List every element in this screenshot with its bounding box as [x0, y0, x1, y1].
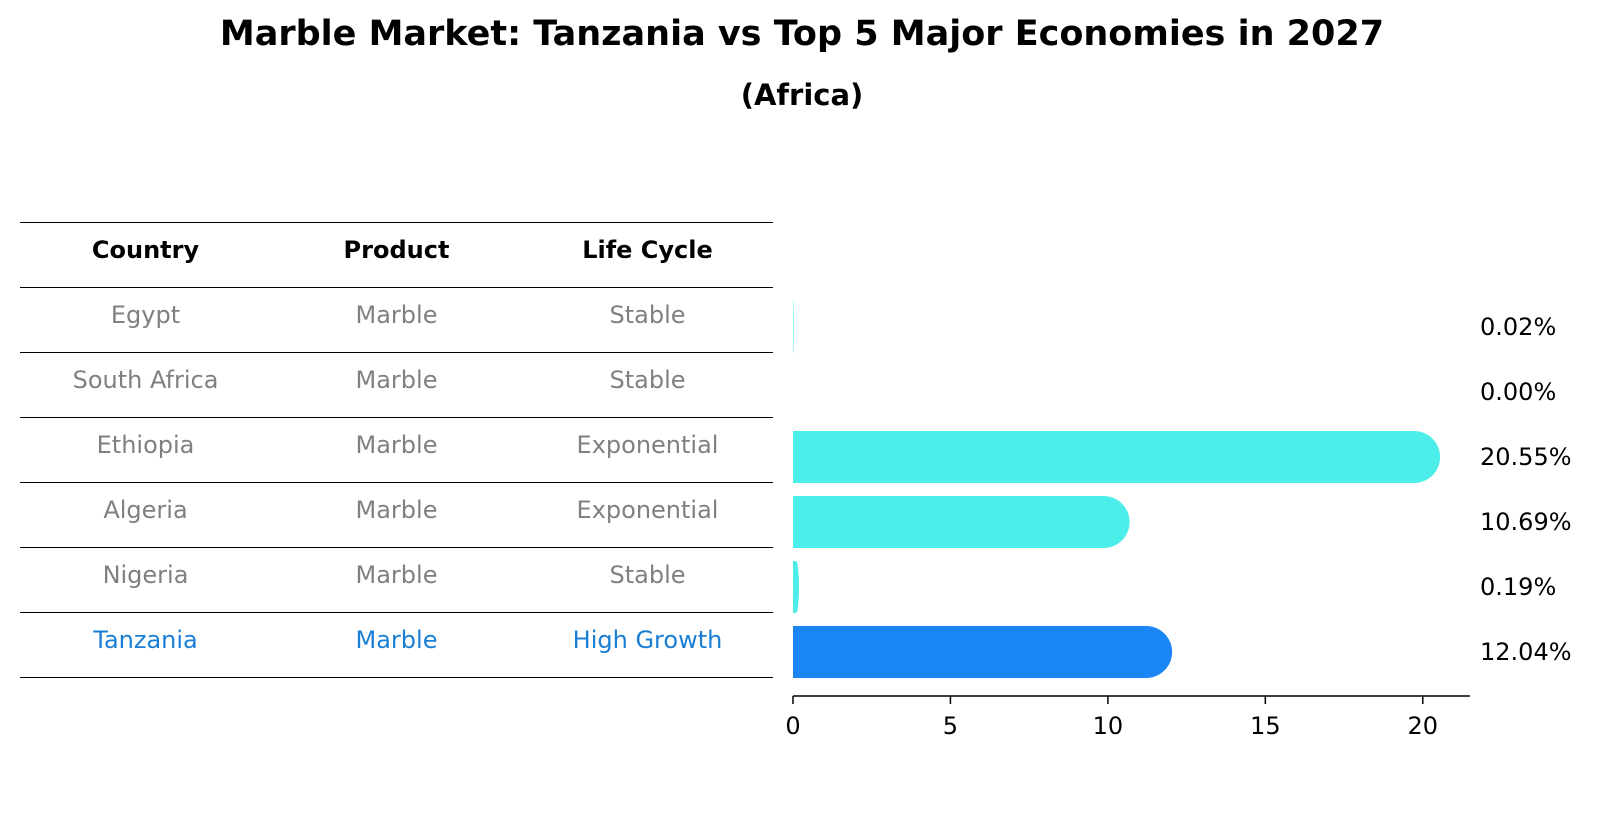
- column-header-life-cycle: Life Cycle: [582, 236, 713, 264]
- value-label: 0.00%: [1480, 378, 1556, 406]
- bar: [793, 301, 794, 353]
- table-rule: [20, 547, 773, 548]
- table-rule: [20, 287, 773, 288]
- x-tick-label: 10: [1093, 712, 1124, 740]
- column-header-country: Country: [91, 236, 200, 264]
- cell-country: Ethiopia: [96, 431, 195, 459]
- value-label: 12.04%: [1480, 638, 1572, 666]
- x-tick-label: 5: [943, 712, 958, 740]
- x-tick-label: 20: [1407, 712, 1438, 740]
- value-label: 10.69%: [1480, 508, 1572, 536]
- bar: [793, 561, 799, 613]
- table-rule: [20, 612, 773, 613]
- table-rule: [20, 677, 773, 678]
- column-header-product: Product: [343, 236, 450, 264]
- x-tick-label: 15: [1250, 712, 1281, 740]
- value-label: 0.19%: [1480, 573, 1556, 601]
- x-tick-label: 0: [785, 712, 800, 740]
- table-rule: [20, 352, 773, 353]
- cell-product: Marble: [355, 431, 438, 459]
- cell-life-cycle: Stable: [609, 561, 686, 589]
- cell-country: South Africa: [72, 366, 219, 394]
- bar: [793, 431, 1441, 483]
- cell-country: Nigeria: [102, 561, 189, 589]
- cell-product: Marble: [355, 301, 438, 329]
- cell-country-highlight: Tanzania: [93, 626, 198, 654]
- cell-country: Egypt: [110, 301, 181, 329]
- value-label: 0.02%: [1480, 313, 1556, 341]
- table-rule: [20, 482, 773, 483]
- cell-product: Marble: [355, 561, 438, 589]
- cell-life-cycle: Exponential: [576, 496, 719, 524]
- table-rule: [20, 222, 773, 223]
- bar-highlight: [793, 626, 1173, 678]
- bar: [793, 496, 1130, 548]
- cell-life-cycle: Stable: [609, 366, 686, 394]
- cell-product-highlight: Marble: [355, 626, 438, 654]
- table-rule: [20, 417, 773, 418]
- chart-subtitle: (Africa): [740, 78, 864, 112]
- value-label: 20.55%: [1480, 443, 1572, 471]
- cell-product: Marble: [355, 496, 438, 524]
- chart-title: Marble Market: Tanzania vs Top 5 Major E…: [219, 14, 1385, 54]
- cell-life-cycle-highlight: High Growth: [572, 626, 723, 654]
- cell-country: Algeria: [103, 496, 188, 524]
- cell-life-cycle: Exponential: [576, 431, 719, 459]
- cell-product: Marble: [355, 366, 438, 394]
- cell-life-cycle: Stable: [609, 301, 686, 329]
